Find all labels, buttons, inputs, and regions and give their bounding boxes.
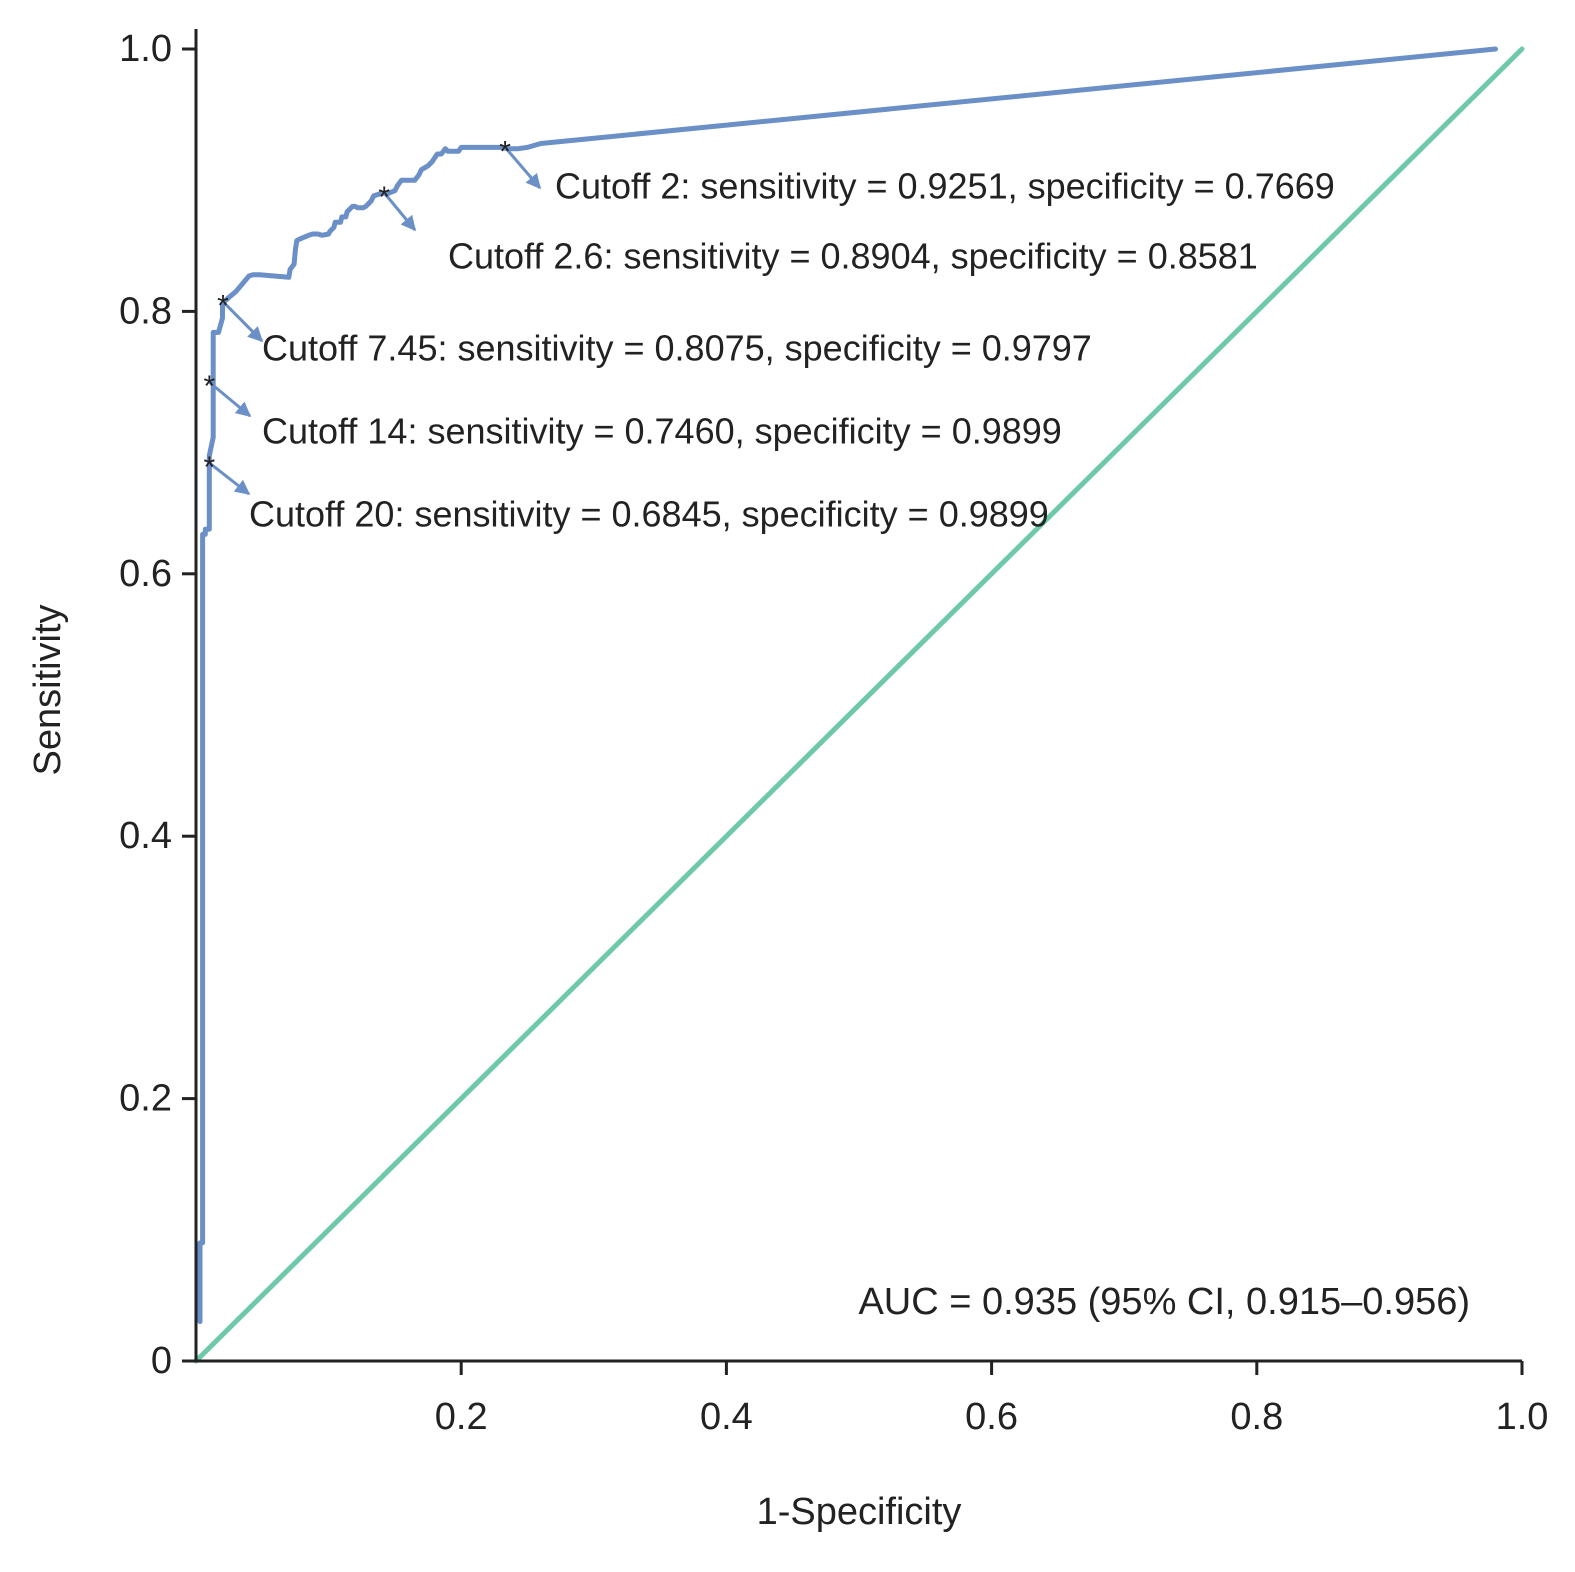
reference-layer [193,46,1525,1364]
cutoff-arrow [503,146,542,190]
reference-diagonal-line [193,46,1525,1364]
y-tick-label: 0 [151,1340,172,1382]
cutoff-point-marker: * [378,181,390,214]
cutoff-label: Cutoff 7.45: sensitivity = 0.8075, speci… [262,328,1092,369]
x-axis-title: 1-Specificity [757,1491,962,1533]
cutoff-label: Cutoff 2: sensitivity = 0.9251, specific… [555,166,1335,207]
x-tick-label: 0.4 [700,1396,753,1438]
y-tick-label: 1.0 [119,28,172,70]
x-tick-label: 0.2 [435,1396,488,1438]
y-tick-label: 0.8 [119,290,172,332]
cutoff-annotations: * Cutoff 2: sensitivity = 0.9251, specifi… [204,135,1335,534]
cutoff-arrow [221,300,264,343]
y-axis-title: Sensitivity [27,604,69,775]
y-tick-label: 0.2 [119,1078,172,1120]
cutoff-arrow [208,381,252,418]
x-tick-label: 0.8 [1230,1396,1283,1438]
auc-annotation: AUC = 0.935 (95% CI, 0.915–0.956) [858,1281,1470,1323]
cutoff-point-marker: * [217,290,229,323]
roc-layer [197,46,1498,1325]
cutoff-point-marker: * [499,135,511,168]
cutoff-arrow [208,461,251,496]
x-tick-label: 0.6 [965,1396,1018,1438]
y-tick-label: 0.6 [119,553,172,595]
cutoff-arrow [383,191,417,232]
cutoff-label: Cutoff 20: sensitivity = 0.6845, specifi… [249,494,1049,535]
roc-curve-line [197,46,1498,1325]
cutoff-point-marker: * [204,451,216,484]
cutoff-label: Cutoff 14: sensitivity = 0.7460, specifi… [262,411,1062,452]
y-tick-label: 0.4 [119,815,172,857]
x-tick-label: 1.0 [1496,1396,1549,1438]
cutoff-label: Cutoff 2.6: sensitivity = 0.8904, specif… [448,236,1258,277]
cutoff-point-marker: * [204,370,216,403]
axes: 0 0.2 0.4 0.6 0.8 1.0 0.2 0.4 0.6 0.8 1.0 [119,28,1548,1438]
